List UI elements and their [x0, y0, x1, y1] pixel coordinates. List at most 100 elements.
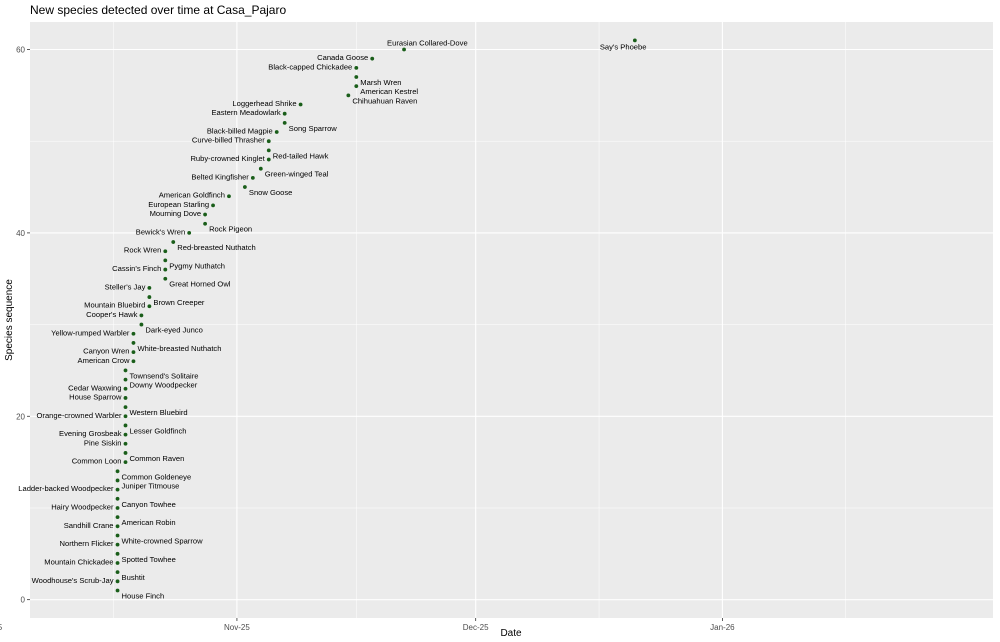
point-label: Marsh Wren [360, 78, 401, 87]
point-label: European Starling [148, 200, 209, 209]
point-label: Sandhill Crane [64, 521, 114, 530]
point-label: Downy Woodpecker [130, 381, 198, 390]
point-label: Green-winged Teal [265, 170, 329, 179]
data-point [115, 506, 120, 510]
data-points [115, 38, 637, 593]
data-point [187, 230, 192, 235]
data-point [131, 359, 136, 364]
point-label: Pine Siskin [84, 438, 122, 447]
point-label: Hairy Woodpecker [51, 502, 114, 511]
data-point [163, 267, 168, 272]
data-point [298, 102, 303, 107]
y-tick-label: 60 [16, 46, 25, 55]
point-label: Ruby-crowned Kinglet [190, 154, 265, 163]
data-point [354, 84, 359, 89]
y-tick-label: 40 [16, 229, 25, 238]
data-point [282, 120, 287, 125]
data-point [123, 386, 128, 391]
data-point [115, 524, 120, 529]
data-point [163, 249, 168, 254]
point-label: Common Raven [130, 454, 185, 463]
data-point [115, 469, 120, 474]
point-label: Bushtit [122, 573, 146, 582]
data-point [402, 47, 406, 52]
y-tick-label: 20 [16, 412, 25, 421]
point-label: Song Sparrow [289, 124, 338, 133]
point-labels: House Finch Woodhouse's Scrub-Jay Bushtit M… [18, 39, 646, 601]
data-point [123, 396, 128, 400]
data-point [131, 341, 136, 345]
point-label: Common Goldeneye [122, 472, 192, 481]
data-point [258, 166, 263, 171]
data-point [346, 93, 351, 98]
data-point [115, 561, 120, 565]
point-label: Snow Goose [249, 188, 292, 197]
x-tick-label: Nov-25 [224, 623, 250, 632]
data-point [123, 368, 128, 373]
data-point [266, 148, 271, 153]
point-label: Eastern Meadowlark [211, 108, 280, 117]
chart-title: New species detected over time at Casa_P… [30, 3, 286, 17]
point-label: Cooper's Hawk [86, 310, 137, 319]
point-label: Rock Wren [124, 246, 161, 255]
point-label: Western Bluebird [130, 408, 188, 417]
point-label: American Robin [122, 518, 176, 527]
point-label: American Crow [78, 356, 130, 365]
point-label: Black-capped Chickadee [268, 62, 352, 71]
point-label: Eurasian Collared-Dove [387, 39, 468, 48]
data-point [115, 533, 120, 538]
data-point [203, 221, 207, 226]
point-label: Mourning Dove [150, 209, 202, 218]
data-point [282, 111, 287, 116]
data-point [115, 496, 120, 501]
data-point [266, 139, 271, 144]
point-label: Red-tailed Hawk [273, 151, 329, 160]
data-point [123, 405, 128, 410]
point-label: Townsend's Solitaire [130, 371, 199, 380]
point-label: House Finch [122, 591, 165, 600]
data-point [147, 286, 152, 290]
point-label: Curve-billed Thrasher [192, 136, 265, 145]
data-point [115, 478, 120, 483]
point-label: Bewick's Wren [136, 227, 185, 236]
data-point [370, 56, 375, 61]
point-label: Chihuahuan Raven [352, 96, 417, 105]
data-point [115, 579, 120, 584]
point-label: Cedar Waxwing [68, 383, 121, 392]
point-label: Steller's Jay [105, 282, 146, 291]
point-label: Ladder-backed Woodpecker [18, 484, 114, 493]
x-tick-label: Dec-25 [463, 623, 489, 632]
data-point [227, 194, 231, 199]
point-label: Spotted Towhee [122, 555, 176, 564]
y-axis-ticks: 0 20 40 60 [16, 46, 30, 605]
data-point [123, 451, 128, 455]
point-label: Canyon Towhee [122, 500, 176, 509]
data-point [115, 515, 120, 520]
data-point [266, 157, 271, 162]
point-label: Great Horned Owl [169, 280, 231, 289]
point-label: Say's Phoebe [600, 42, 647, 51]
data-point [354, 65, 359, 70]
point-label: Northern Flicker [60, 539, 114, 548]
point-label: Mountain Bluebird [84, 301, 145, 310]
point-label: House Sparrow [69, 392, 122, 401]
data-point [123, 377, 128, 382]
point-label: American Goldfinch [159, 191, 225, 200]
data-point [123, 460, 128, 465]
point-label: Yellow-rumped Warbler [51, 328, 130, 337]
data-point [131, 331, 136, 336]
data-point [163, 258, 168, 263]
point-label: Red-breasted Nuthatch [177, 243, 256, 252]
data-point [354, 75, 359, 79]
y-tick-label: 0 [21, 596, 26, 605]
point-label: Common Loon [72, 457, 122, 466]
data-point [115, 570, 120, 575]
plot-panel [30, 22, 993, 618]
data-point [115, 487, 120, 492]
x-tick-label: Jan-26 [710, 623, 735, 632]
point-label: Brown Creeper [153, 298, 205, 307]
x-tick-label: Oct-25 [0, 623, 3, 632]
point-label: American Kestrel [360, 87, 418, 96]
data-point [250, 175, 255, 180]
